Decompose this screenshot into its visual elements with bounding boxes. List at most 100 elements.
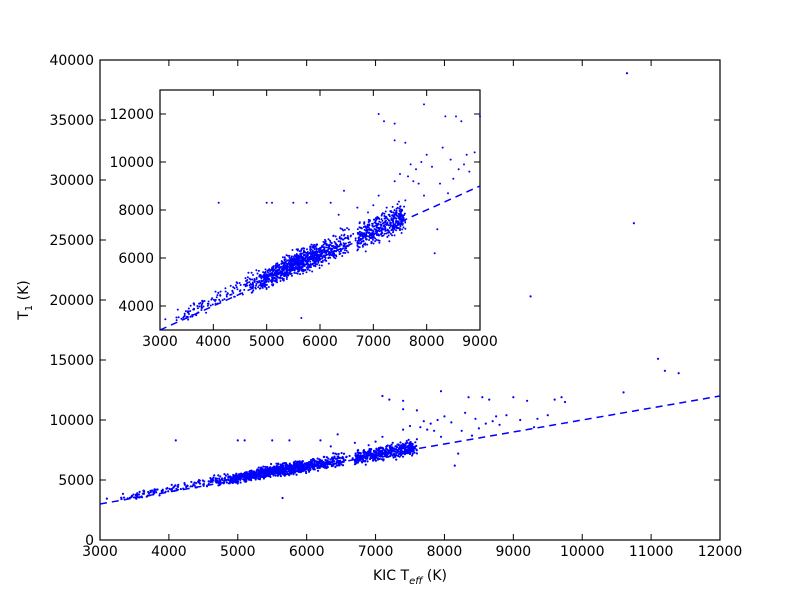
inset-data-point — [347, 251, 350, 254]
inset-data-point — [255, 284, 258, 287]
inset-data-point — [386, 229, 389, 232]
main-data-point — [301, 460, 304, 463]
inset-data-point — [216, 302, 219, 305]
inset-data-point — [301, 266, 304, 269]
main-data-point — [194, 486, 197, 489]
main-data-point — [362, 449, 365, 452]
inset-data-point — [175, 319, 178, 322]
inset-data-point — [335, 250, 338, 253]
inset-data-point — [309, 248, 312, 251]
inset-data-point — [362, 239, 365, 242]
main-data-point — [149, 489, 152, 492]
main-data-point — [170, 487, 174, 491]
inset-data-point — [452, 177, 455, 180]
main-data-point — [333, 460, 336, 463]
inset-data-point — [384, 210, 387, 213]
inset-data-point — [322, 243, 325, 246]
inset-data-point — [360, 231, 363, 234]
main-data-point — [332, 452, 335, 455]
inset-data-point — [309, 250, 312, 253]
inset-data-point — [290, 266, 293, 269]
inset-data-point — [311, 258, 314, 261]
inset-data-point — [253, 279, 256, 282]
main-data-point — [214, 478, 217, 482]
inset-data-point — [318, 266, 321, 269]
inset-data-point — [243, 283, 246, 286]
main-data-point — [279, 474, 283, 478]
main-data-point — [301, 470, 304, 473]
inset-data-point — [275, 273, 278, 276]
inset-data-point — [302, 247, 305, 250]
inset-data-point — [327, 251, 330, 254]
inset-data-point — [301, 272, 304, 275]
main-data-point — [274, 471, 277, 474]
main-data-point — [344, 459, 347, 462]
main-y-tick-label: 10000 — [49, 413, 94, 429]
main-data-point — [271, 439, 274, 442]
inset-data-point — [312, 255, 315, 258]
inset-data-point — [278, 263, 281, 266]
inset-data-point — [324, 240, 327, 243]
main-data-point — [297, 461, 300, 464]
inset-data-point — [189, 315, 192, 318]
main-data-point — [275, 464, 278, 468]
inset-data-point — [340, 248, 343, 251]
main-data-point — [366, 460, 369, 463]
inset-data-point — [339, 252, 342, 255]
main-data-point — [439, 435, 443, 438]
main-data-point — [372, 453, 375, 456]
inset-data-point — [283, 267, 286, 270]
main-data-point — [234, 481, 237, 484]
main-data-point — [294, 464, 297, 468]
main-data-point — [326, 461, 329, 464]
inset-data-point — [373, 236, 376, 239]
main-data-point — [264, 468, 267, 471]
inset-data-point — [396, 203, 399, 206]
inset-data-point — [248, 281, 251, 284]
inset-data-point — [238, 281, 241, 284]
inset-data-point — [297, 260, 300, 263]
inset-data-point — [320, 246, 323, 249]
main-data-point — [372, 449, 376, 452]
inset-data-point — [314, 254, 317, 257]
inset-data-point — [277, 276, 280, 279]
main-data-point — [316, 466, 319, 470]
main-data-point — [395, 458, 398, 461]
main-y-tick-label: 5000 — [58, 473, 94, 489]
inset-data-point — [384, 229, 387, 232]
inset-data-point — [255, 269, 258, 272]
main-data-point — [281, 462, 284, 465]
main-data-point — [298, 469, 301, 472]
main-data-point — [237, 473, 240, 476]
inset-data-point — [258, 287, 261, 290]
inset-data-point — [224, 290, 227, 293]
inset-data-point — [327, 248, 330, 251]
main-data-point — [257, 476, 260, 480]
main-data-point — [372, 455, 375, 459]
main-data-point — [369, 448, 373, 451]
inset-data-point — [285, 276, 288, 279]
inset-data-point — [209, 304, 212, 307]
inset-data-point — [250, 271, 253, 274]
inset-data-point — [217, 201, 220, 204]
main-data-point — [357, 455, 361, 458]
main-data-point — [632, 222, 635, 225]
main-data-point — [312, 468, 315, 471]
inset-data-point — [311, 246, 314, 249]
inset-data-point — [291, 248, 294, 251]
inset-data-point — [383, 120, 385, 123]
main-data-point — [405, 449, 408, 452]
inset-data-point — [259, 275, 262, 278]
inset-x-tick-label: 6000 — [302, 334, 338, 350]
main-data-point — [195, 482, 198, 485]
main-data-point — [399, 441, 402, 444]
inset-data-point — [285, 254, 288, 257]
inset-data-point — [388, 213, 391, 216]
inset-data-point — [285, 278, 288, 281]
main-data-point — [225, 481, 228, 484]
main-data-point — [136, 492, 139, 495]
inset-data-point — [214, 302, 217, 305]
inset-data-point — [329, 256, 332, 259]
inset-data-point — [436, 228, 439, 231]
inset-data-point — [343, 249, 346, 252]
